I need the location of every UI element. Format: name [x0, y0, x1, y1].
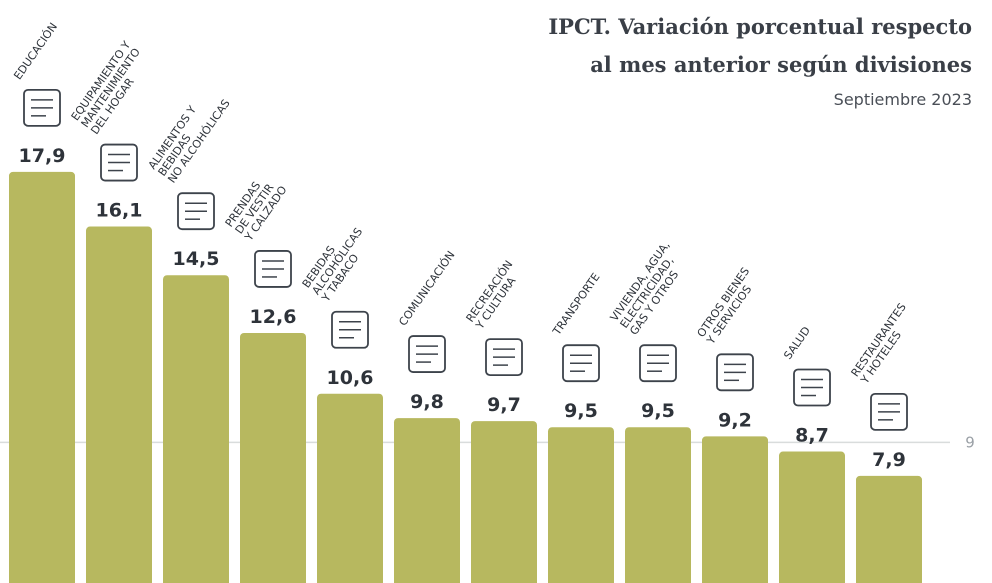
- data-label: 12,6: [250, 306, 297, 328]
- chart-title-line2: al mes anterior según divisiones: [590, 52, 972, 77]
- bar: [163, 275, 229, 583]
- category-label: EDUCACIÓN: [11, 20, 60, 82]
- food-bowl-icon: [177, 192, 215, 231]
- category-label: TRANSPORTE: [550, 271, 603, 339]
- bar: [548, 427, 614, 583]
- category-label: ALIMENTOS YBEBIDASNO ALCOHÓLICAS: [146, 83, 233, 185]
- bar: [625, 427, 691, 583]
- category-label: RESTAURANTESY HOTELES: [848, 301, 919, 387]
- wine-bottle-icon: [331, 310, 369, 349]
- phone-icon: [408, 335, 446, 373]
- category-label: RECREACIÓNY CULTURA: [463, 258, 525, 332]
- plate-cutlery-icon: [870, 392, 908, 431]
- camera-icon: [485, 338, 523, 377]
- category-label: COMUNICACIÓN: [396, 249, 457, 329]
- bar: [317, 393, 383, 583]
- clothes-icon: [254, 250, 292, 288]
- graduation-cap-icon: [23, 88, 61, 127]
- hospital-icon: [793, 368, 831, 407]
- category-label: VIVIENDA, AGUA,ELECTRICIDAD,GAS Y OTROS: [608, 239, 692, 338]
- data-label: 14,5: [173, 248, 220, 270]
- category-label: OTROS BIENESY SERVICIOS: [694, 265, 762, 347]
- category-label-line: TRANSPORTE: [550, 271, 603, 339]
- reference-line-label: 9: [965, 433, 975, 451]
- category-label: PRENDASDE VESTIRY CALZADO: [222, 170, 290, 245]
- category-label-line: SALUD: [781, 324, 813, 362]
- chart-title-line1: IPCT. Variación porcentual respecto: [548, 14, 972, 39]
- bar: [856, 475, 922, 583]
- house-bill-icon: [639, 344, 677, 383]
- bar: [702, 436, 768, 583]
- category-label-line: EDUCACIÓN: [11, 20, 60, 82]
- data-label: 7,9: [872, 449, 906, 471]
- data-label: 9,5: [564, 400, 598, 422]
- data-label: 9,7: [487, 394, 521, 416]
- bar: [779, 451, 845, 583]
- chart-subtitle: Septiembre 2023: [833, 90, 972, 109]
- bar: [471, 421, 537, 583]
- category-label: BEBIDASALCOHÓLICASY TABACO: [299, 219, 375, 305]
- category-label: SALUD: [781, 324, 813, 362]
- data-label: 9,8: [410, 391, 444, 413]
- bus-icon: [562, 344, 600, 383]
- microwave-icon: [100, 143, 138, 182]
- data-label: 8,7: [795, 425, 829, 447]
- bar: [9, 171, 75, 583]
- category-label: EQUIPAMIENTO YMANTENIMIENTODEL HOGAR: [69, 39, 153, 137]
- data-label: 9,5: [641, 400, 675, 422]
- data-label: 16,1: [96, 200, 143, 222]
- bar: [394, 418, 460, 583]
- data-label: 10,6: [327, 367, 374, 389]
- bar: [86, 226, 152, 583]
- scissors-icon: [716, 353, 754, 392]
- data-label: 17,9: [19, 145, 66, 167]
- bar: [240, 332, 306, 583]
- category-label-line: COMUNICACIÓN: [396, 249, 457, 329]
- data-label: 9,2: [718, 409, 752, 431]
